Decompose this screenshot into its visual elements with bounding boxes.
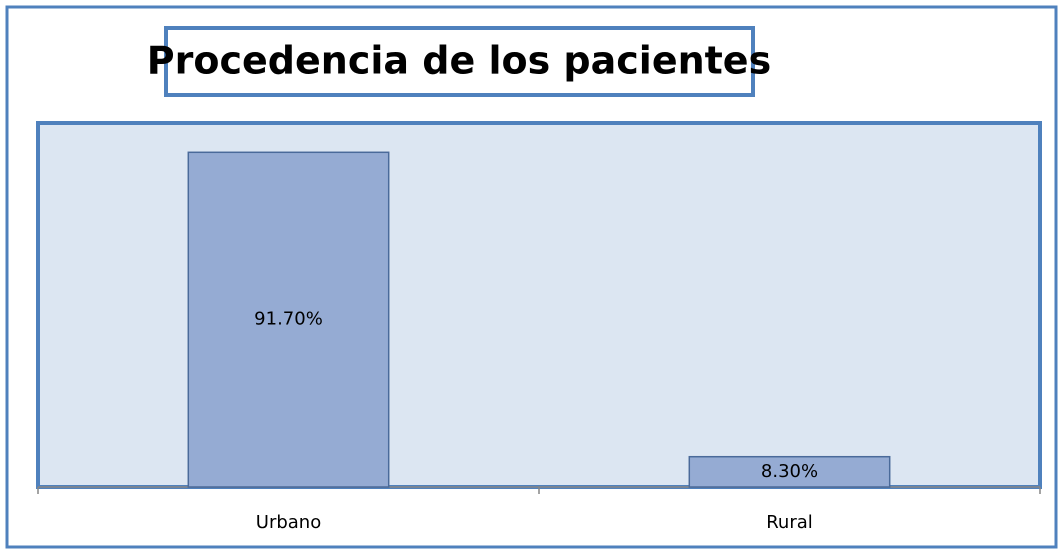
bar xyxy=(688,455,891,488)
data-label: 91.70% xyxy=(254,309,323,330)
x-tick-label: Rural xyxy=(766,512,813,533)
chart-title: Procedencia de los pacientes xyxy=(147,39,771,83)
x-tick-label: Urbano xyxy=(256,512,321,533)
bar xyxy=(187,151,390,488)
data-label: 8.30% xyxy=(761,461,818,482)
title-box xyxy=(164,26,755,97)
